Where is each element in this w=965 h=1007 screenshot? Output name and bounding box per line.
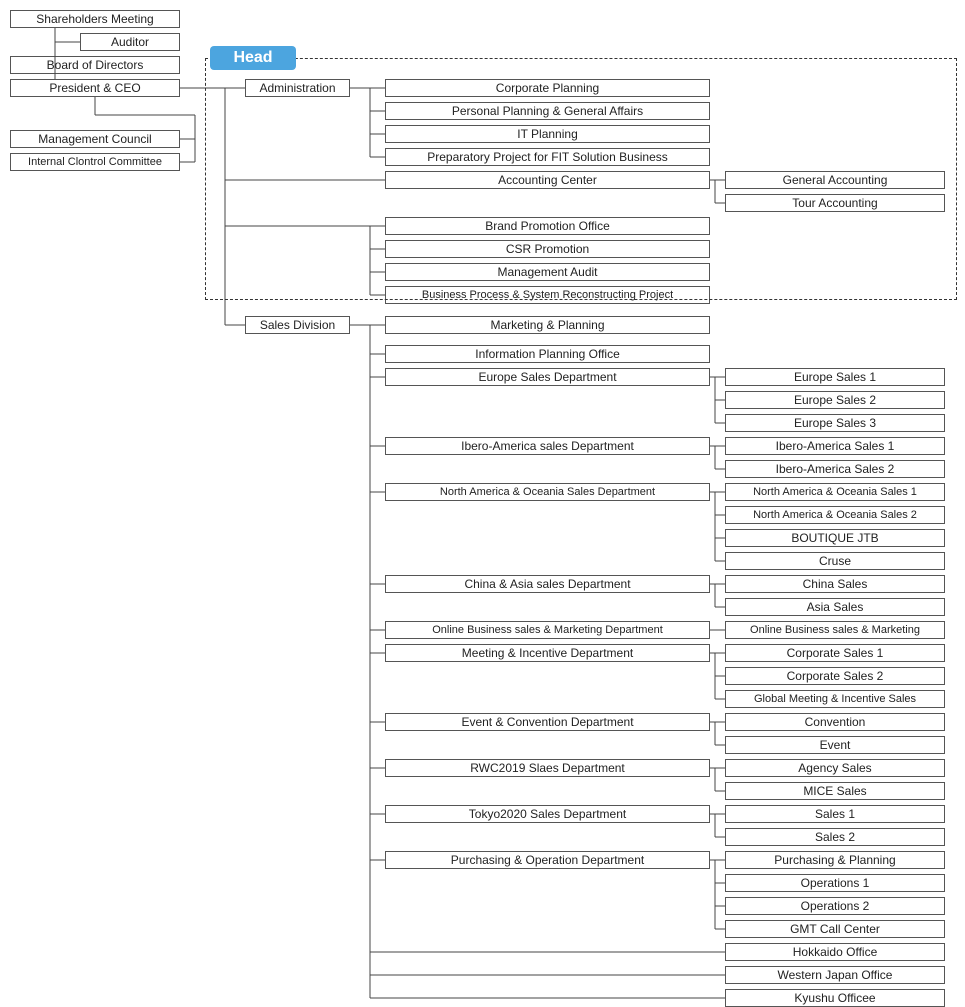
- head-group-box: [205, 58, 957, 300]
- head-badge: Head: [210, 46, 296, 70]
